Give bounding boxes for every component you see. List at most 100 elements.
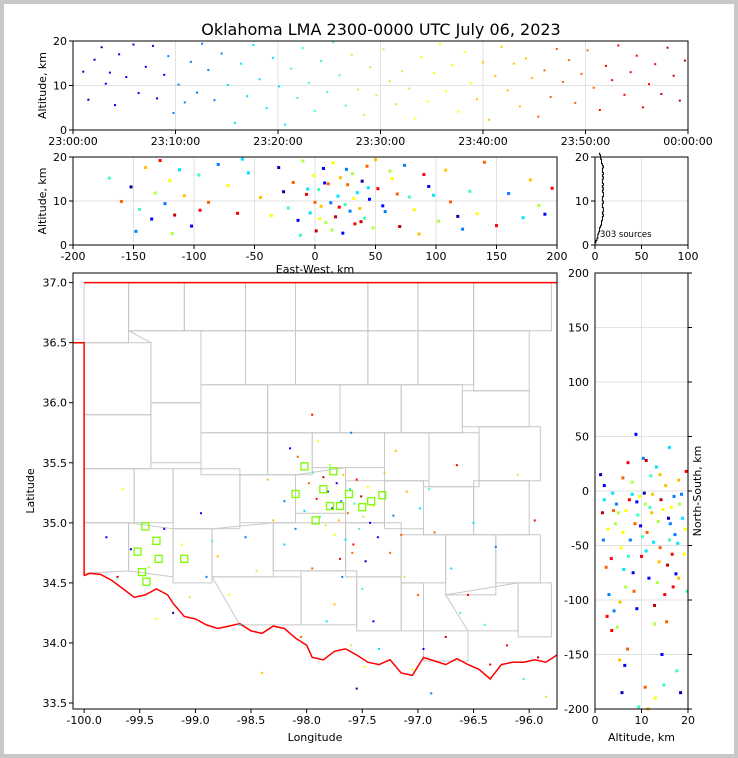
lightning-source-point — [659, 498, 663, 502]
lightning-source-point — [377, 647, 380, 650]
y-tick-label: 37.0 — [43, 277, 68, 290]
lightning-source-point — [403, 575, 406, 578]
y-tick-label: 35.0 — [43, 517, 68, 530]
altitude-time-panel: 23:00:00 23:10:00 23:20:00 23:30:00 23:40:00… — [36, 35, 713, 148]
lightning-source-point — [416, 593, 419, 596]
lightning-source-point — [255, 569, 258, 572]
lightning-source-point — [628, 538, 632, 542]
lightning-source-point — [156, 97, 159, 100]
lightning-source-point — [432, 193, 436, 197]
lightning-source-point — [158, 159, 162, 163]
lightning-source-point — [369, 521, 372, 524]
lightning-source-point — [116, 575, 119, 578]
y-axis-label: Altitude, km — [36, 52, 49, 119]
lma-figure: Oklahoma LMA 2300-0000 UTC July 06, 2023… — [24, 20, 713, 744]
lightning-source-point — [360, 179, 364, 183]
lightning-source-point — [472, 521, 475, 524]
lightning-source-point — [636, 513, 640, 517]
lightning-source-point — [419, 507, 422, 510]
x-tick-label: -100 — [182, 250, 207, 263]
lightning-source-point — [617, 44, 620, 47]
lightning-source-point — [599, 473, 603, 477]
lightning-source-point — [226, 84, 229, 87]
lightning-source-point — [118, 53, 121, 56]
lightning-source-point — [350, 53, 353, 56]
lightning-source-point — [312, 471, 315, 474]
lightning-source-point — [320, 60, 323, 63]
lightning-source-point — [356, 88, 359, 91]
lightning-source-point — [183, 101, 186, 104]
lightning-source-point — [358, 206, 362, 210]
lightning-source-point — [381, 204, 385, 208]
lightning-source-point — [394, 449, 397, 452]
lightning-source-point — [482, 61, 484, 64]
lightning-source-point — [626, 647, 630, 651]
lightning-source-point — [105, 536, 108, 539]
lightning-source-point — [355, 191, 359, 195]
lightning-source-point — [319, 204, 323, 208]
lightning-source-point — [338, 74, 341, 77]
lightning-source-point — [190, 224, 194, 228]
x-tick-label: 50 — [369, 250, 383, 263]
lightning-source-point — [331, 507, 334, 510]
lightning-source-point — [138, 207, 142, 211]
lightning-source-point — [653, 696, 657, 700]
lightning-source-point — [549, 96, 552, 99]
lightning-source-point — [172, 611, 175, 614]
lightning-source-point — [129, 548, 132, 551]
lightning-source-point — [644, 549, 648, 553]
lightning-source-point — [568, 59, 571, 62]
lightning-source-point — [672, 494, 676, 498]
lma-station-marker — [319, 485, 328, 494]
lightning-source-point — [278, 85, 281, 88]
lightning-source-point — [307, 81, 310, 84]
lma-station-marker — [141, 522, 150, 531]
lightning-source-point — [216, 555, 219, 558]
lightning-source-point — [602, 498, 606, 502]
lma-station-marker — [335, 501, 345, 511]
lightning-source-point — [163, 73, 166, 76]
lightning-source-point — [522, 677, 525, 680]
x-tick-label: 23:30:00 — [356, 135, 405, 148]
lightning-source-point — [611, 491, 615, 495]
x-tick-label: 200 — [547, 250, 568, 263]
lightning-source-point — [403, 163, 407, 167]
lightning-source-point — [611, 79, 614, 82]
lightning-source-point — [114, 104, 117, 107]
lightning-source-point — [580, 72, 583, 75]
county-boundary — [478, 426, 541, 482]
lightning-source-point — [258, 78, 261, 81]
lightning-source-point — [506, 89, 509, 92]
lightning-source-point — [598, 108, 601, 111]
lightning-source-point — [394, 103, 397, 106]
x-tick-label: -98.0 — [292, 714, 320, 727]
lightning-source-point — [361, 587, 364, 590]
lightning-source-point — [615, 625, 619, 629]
lightning-source-point — [363, 665, 366, 668]
lightning-source-point — [283, 543, 286, 546]
lightning-source-point — [609, 557, 613, 561]
lightning-source-point — [324, 524, 327, 527]
lightning-source-point — [512, 62, 515, 65]
lightning-source-point — [283, 500, 286, 503]
lightning-source-point — [466, 593, 469, 596]
lightning-source-point — [525, 57, 528, 60]
county-boundary — [267, 432, 313, 476]
lightning-source-point — [639, 524, 643, 528]
lightning-source-point — [670, 552, 674, 556]
lightning-source-point — [444, 635, 447, 638]
lightning-source-point — [349, 488, 352, 491]
lightning-source-point — [353, 502, 356, 505]
y-axis-label: North-South, km — [691, 446, 704, 537]
lightning-source-point — [355, 478, 358, 481]
lightning-source-point — [296, 218, 300, 222]
lightning-source-point — [679, 691, 683, 695]
lightning-source-point — [661, 508, 665, 512]
lightning-source-point — [673, 533, 677, 537]
y-tick-label: 0 — [582, 239, 589, 252]
lightning-source-point — [369, 66, 372, 69]
lightning-source-point — [602, 484, 606, 488]
lightning-source-point — [333, 533, 336, 536]
lightning-source-point — [316, 440, 319, 443]
x-tick-label: -99.5 — [126, 714, 154, 727]
